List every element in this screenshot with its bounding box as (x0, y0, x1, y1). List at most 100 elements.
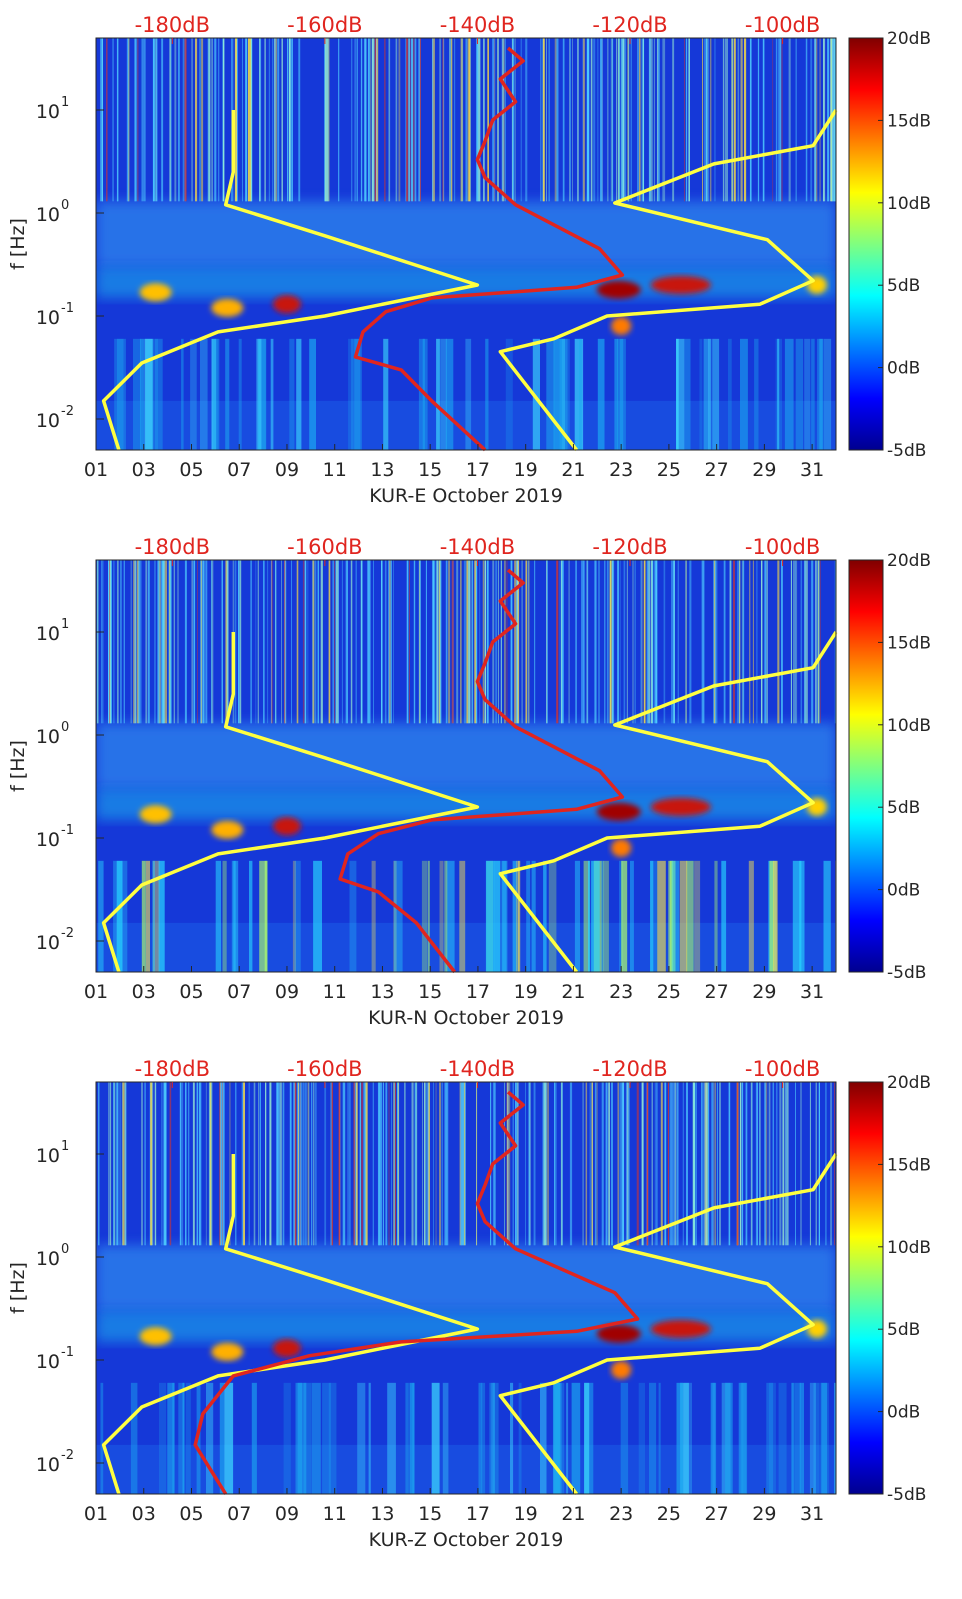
x-tick-label: 01 (84, 1503, 108, 1525)
x-tick-label: 05 (179, 459, 203, 481)
y-tick-exponent: -2 (61, 1448, 74, 1463)
x-tick-label: 17 (466, 1503, 490, 1525)
x-tick-label: 31 (800, 981, 824, 1003)
y-tick-exponent: 1 (61, 1139, 69, 1154)
x-tick-label: 29 (752, 1503, 776, 1525)
colorbar-tick-label: -5dB (887, 963, 926, 983)
y-tick-label: 10 (36, 204, 60, 226)
x-tick-label: 27 (705, 1503, 729, 1525)
colorbar-tick-label: 0dB (887, 359, 920, 379)
x-tick-label: 29 (752, 981, 776, 1003)
y-tick-exponent: -1 (61, 1345, 74, 1360)
y-tick-label: 10 (36, 932, 60, 954)
y-tick-exponent: 0 (61, 720, 69, 735)
x-axis-label: KUR-N October 2019 (368, 1007, 564, 1029)
yellow-noise-model-curve (498, 631, 838, 974)
spectrogram-heatmap (96, 560, 836, 972)
y-tick-exponent: -2 (61, 926, 74, 941)
x-tick-label: 19 (514, 981, 538, 1003)
x-tick-label: 15 (418, 459, 442, 481)
spectrogram-heatmap (96, 38, 836, 450)
yellow-noise-model-curve (101, 110, 480, 451)
x-tick-label: 19 (514, 1503, 538, 1525)
x-tick-label: 07 (227, 1503, 251, 1525)
x-tick-label: 11 (323, 1503, 347, 1525)
x-tick-label: 13 (370, 459, 394, 481)
x-tick-label: 01 (84, 981, 108, 1003)
y-tick-exponent: -1 (61, 301, 74, 316)
plot-frame (95, 37, 837, 451)
colorbar-tick-label: 15dB (887, 111, 931, 131)
top-axis-db-label: -100dB (745, 1057, 820, 1081)
x-tick-label: 19 (514, 459, 538, 481)
yellow-noise-model-curve (101, 1154, 480, 1495)
y-tick-label: 10 (36, 623, 60, 645)
x-tick-label: 03 (132, 1503, 156, 1525)
colorbar-tick-label: -5dB (887, 1485, 926, 1505)
x-tick-label: 09 (275, 459, 299, 481)
y-tick-label: 10 (36, 101, 60, 123)
x-tick-label: 11 (323, 459, 347, 481)
top-axis-db-label: -180dB (135, 13, 210, 37)
colorbar-tick-label: 20dB (887, 551, 931, 571)
colorbar-tick-label: 10dB (887, 716, 931, 736)
x-tick-label: 13 (370, 1503, 394, 1525)
top-axis-db-label: -160dB (287, 1057, 362, 1081)
red-noise-curve (338, 568, 625, 974)
y-tick-label: 10 (36, 1351, 60, 1373)
x-tick-label: 25 (657, 981, 681, 1003)
plot-frame (95, 559, 837, 973)
x-tick-label: 31 (800, 1503, 824, 1525)
red-noise-curve (353, 46, 625, 452)
x-tick-label: 21 (561, 1503, 585, 1525)
y-tick-label: 10 (36, 1248, 60, 1270)
x-tick-label: 31 (800, 459, 824, 481)
colorbar-tick-label: 20dB (887, 1073, 931, 1093)
yellow-noise-model-curve (101, 632, 480, 973)
x-tick-label: 27 (705, 981, 729, 1003)
x-tick-label: 23 (609, 1503, 633, 1525)
y-tick-exponent: -2 (61, 404, 74, 419)
top-axis-db-label: -160dB (287, 535, 362, 559)
x-tick-label: 09 (275, 1503, 299, 1525)
top-axis-db-label: -140dB (440, 1057, 515, 1081)
y-tick-label: 10 (36, 829, 60, 851)
x-tick-label: 01 (84, 459, 108, 481)
x-axis-label: KUR-Z October 2019 (369, 1529, 564, 1551)
yellow-noise-model-curve (498, 109, 838, 452)
y-tick-exponent: 1 (61, 617, 69, 632)
colorbar-tick-label: 10dB (887, 1238, 931, 1258)
y-tick-exponent: 0 (61, 198, 69, 213)
x-axis-label: KUR-E October 2019 (369, 485, 563, 507)
colorbar-tick-label: 15dB (887, 633, 931, 653)
y-tick-label: 10 (36, 726, 60, 748)
x-tick-label: 05 (179, 981, 203, 1003)
top-axis-db-label: -120dB (592, 535, 667, 559)
top-axis-db-label: -140dB (440, 535, 515, 559)
x-tick-label: 23 (609, 981, 633, 1003)
x-tick-label: 05 (179, 1503, 203, 1525)
top-axis-db-label: -180dB (135, 1057, 210, 1081)
y-axis-label: f [Hz] (7, 218, 29, 270)
x-tick-label: 23 (609, 459, 633, 481)
colorbar-tick-label: 5dB (887, 1320, 920, 1340)
x-tick-label: 25 (657, 1503, 681, 1525)
plot-frame (95, 1081, 837, 1495)
x-tick-label: 27 (705, 459, 729, 481)
y-tick-label: 10 (36, 307, 60, 329)
colorbar-tick-label: 5dB (887, 276, 920, 296)
top-axis-db-label: -180dB (135, 535, 210, 559)
colorbar (848, 559, 884, 973)
yellow-noise-model-curve (498, 1153, 838, 1496)
y-tick-exponent: 0 (61, 1242, 69, 1257)
y-tick-label: 10 (36, 410, 60, 432)
y-tick-label: 10 (36, 1145, 60, 1167)
x-tick-label: 17 (466, 981, 490, 1003)
colorbar-tick-label: 20dB (887, 29, 931, 49)
colorbar-tick-label: 15dB (887, 1155, 931, 1175)
x-tick-label: 07 (227, 459, 251, 481)
x-tick-label: 11 (323, 981, 347, 1003)
